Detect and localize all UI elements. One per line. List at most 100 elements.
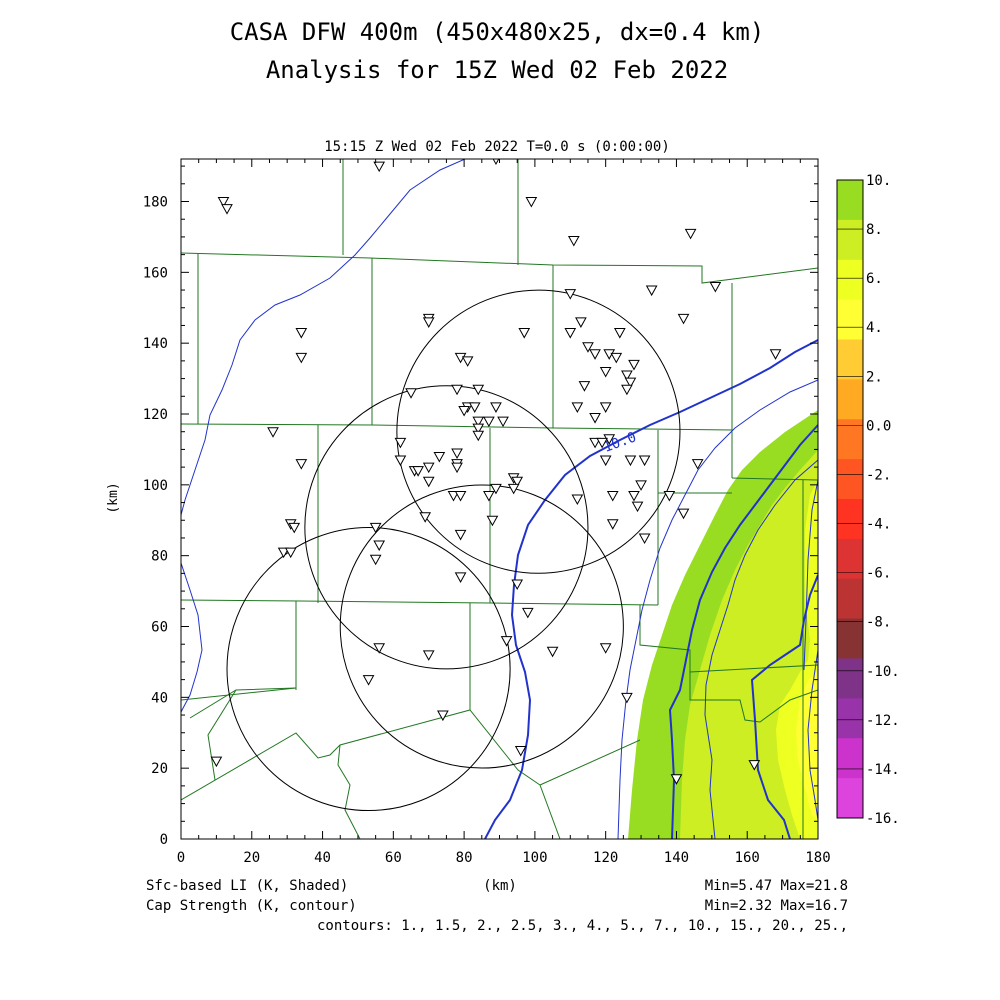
station-marker [451,384,463,396]
footer-contour-levels: contours: 1., 1.5, 2., 2.5, 3., 4., 5., … [317,918,848,934]
station-marker [610,352,623,364]
colorbar-label: -10. [866,664,900,680]
station-marker [578,381,591,392]
station-marker [599,402,612,413]
colorbar-label: 10. [866,173,891,189]
station-marker [564,328,577,339]
x-tick-label: 40 [314,850,331,866]
y-tick-label: 20 [151,761,168,777]
cap-contour-east-5 [803,479,818,671]
x-tick-label: 140 [664,850,689,866]
station-marker [571,494,584,506]
radar-range-rings [226,289,681,812]
station-marker [663,490,676,502]
station-marker [433,452,446,463]
station-marker [210,756,223,768]
station-marker [394,437,407,449]
y-axis: 0 20 40 60 80 100 120 140 160 180 [143,165,818,848]
station-marker [295,459,308,470]
station-marker [589,413,601,424]
colorbar-swatch [837,618,863,659]
station-marker [373,161,386,173]
station-marker [422,317,435,328]
station-marker [451,448,463,459]
station-marker [362,675,375,686]
y-axis-label: (km) [106,482,121,513]
y-tick-label: 140 [143,336,168,352]
station-marker [507,483,520,495]
x-tick-label: 20 [243,850,260,866]
station-marker [295,352,308,364]
x-tick-label: 180 [805,850,830,866]
observation-stations [210,159,782,785]
footer-range-contour: Min=2.32 Max=16.7 [705,898,848,914]
station-marker [422,650,435,661]
station-marker [394,455,407,467]
colorbar-swatch [837,299,863,340]
station-marker [677,313,690,325]
x-tick-label: 60 [385,850,402,866]
station-marker [589,437,601,449]
colorbar-label: 2. [866,369,883,385]
station-marker [490,402,502,413]
station-marker [596,437,608,449]
county-boundaries [181,159,818,839]
station-marker [606,519,619,530]
colorbar-label: 0.0 [866,418,891,434]
station-marker [472,416,485,428]
station-marker [454,529,467,541]
colorbar-swatch [837,379,863,420]
plot-area: 10.0 [181,159,818,839]
station-marker [284,547,297,559]
station-marker [451,462,463,474]
station-marker [599,643,612,654]
station-marker [691,459,704,470]
station-marker [525,197,538,208]
colorbar-label: -16. [866,811,900,827]
station-marker [670,774,683,785]
cap-contour-thin-e [617,379,818,839]
colorbar-swatch [837,538,863,580]
station-marker [437,710,449,722]
colorbar-swatch [837,698,863,739]
station-marker [468,402,481,413]
colorbar-swatch [837,419,863,460]
station-marker [422,476,435,488]
y-tick-label: 80 [151,549,168,565]
colorbar-label: 8. [866,222,883,238]
y-tick-label: 0 [160,832,168,848]
colorbar-label: -8. [866,615,891,631]
plot-subtitle: 15:15 Z Wed 02 Feb 2022 T=0.0 s (0:00:00… [324,139,670,155]
colorbar-label: 6. [866,271,883,287]
station-marker [599,455,612,467]
station-marker [369,522,382,534]
station-marker [486,515,499,527]
colorbar-swatch [837,578,863,620]
station-marker [267,427,279,438]
station-marker [613,328,626,339]
station-marker [221,204,233,215]
radar-ring [226,526,511,812]
station-marker [405,388,417,399]
cap-contour-east-2 [704,459,818,839]
x-tick-label: 0 [177,850,185,866]
station-marker [472,423,485,435]
colorbar-swatch [837,459,863,500]
station-marker [483,490,495,502]
colorbar-swatch [837,658,863,699]
station-marker [373,643,386,654]
y-tick-label: 120 [143,407,168,423]
station-marker [621,370,633,382]
station-marker [628,490,640,502]
radar-ring [339,484,624,769]
station-marker [567,235,580,247]
colorbar-swatch [837,180,863,221]
colorbar-label: -14. [866,762,900,778]
station-marker [709,282,722,293]
station-marker [748,760,761,771]
colorbar-label: -4. [866,517,891,533]
colorbar-label: -12. [866,713,900,729]
station-marker [624,377,637,389]
station-marker [518,328,531,339]
